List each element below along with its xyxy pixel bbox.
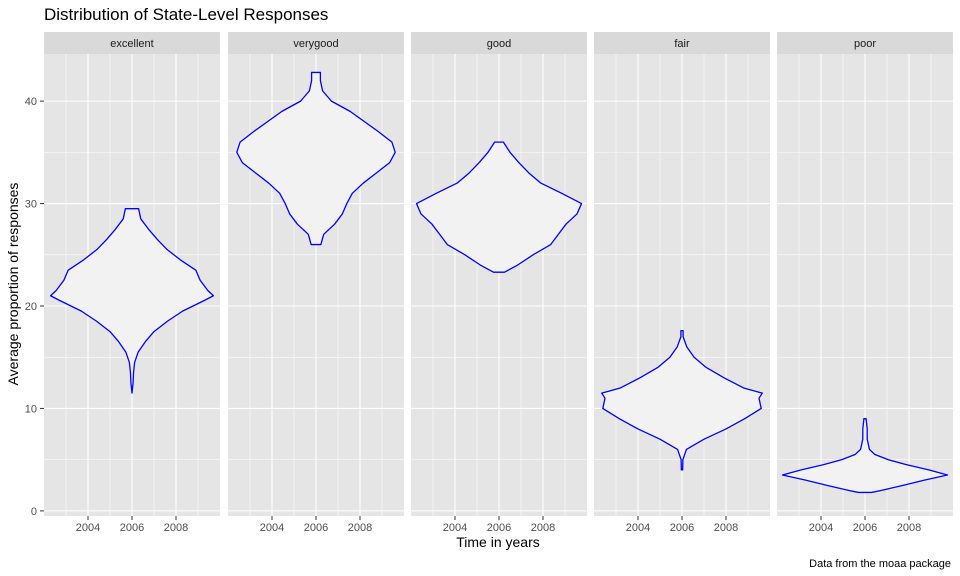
x-tick-label: 2004 <box>76 522 100 534</box>
facet-poor: poor 2004 2006 2008 <box>777 32 953 534</box>
facet-fair: fair 2004 2006 2008 <box>594 32 770 534</box>
y-tick-label: 0 <box>31 506 37 518</box>
y-axis: 0 10 20 30 40 <box>25 96 44 518</box>
facet-strip <box>411 32 587 54</box>
facet-good: good 2004 2006 2008 <box>411 32 587 534</box>
facet-strip <box>777 32 953 54</box>
facet-verygood: verygood 2004 2006 2008 <box>228 32 404 534</box>
facet-strip <box>44 32 220 54</box>
x-tick-label: 2008 <box>164 522 188 534</box>
x-tick-label: 2004 <box>260 522 284 534</box>
facet-panels: excellent 2004 2006 2008 verygood 2004 2006 200… <box>44 32 953 534</box>
facet-strip-label: fair <box>674 38 690 50</box>
x-tick-label: 2004 <box>626 522 650 534</box>
violin-excellent <box>49 208 215 394</box>
y-tick-label: 40 <box>25 96 37 108</box>
y-tick-label: 20 <box>25 301 37 313</box>
x-axis-label: Time in years <box>456 534 540 550</box>
facet-strip-label: verygood <box>293 38 338 50</box>
facet-strip <box>228 32 404 54</box>
x-tick-label: 2004 <box>809 522 833 534</box>
x-tick-label: 2006 <box>853 522 877 534</box>
facet-strip <box>594 32 770 54</box>
violin-poor <box>781 418 949 494</box>
chart-caption: Data from the moaa package <box>809 558 951 570</box>
x-tick-label: 2006 <box>120 522 144 534</box>
violin-good <box>415 141 583 273</box>
x-tick-label: 2008 <box>531 522 555 534</box>
x-tick-label: 2008 <box>714 522 738 534</box>
violin-verygood <box>236 71 396 246</box>
x-tick-label: 2006 <box>670 522 694 534</box>
facet-strip-label: excellent <box>110 38 153 50</box>
x-tick-label: 2008 <box>897 522 921 534</box>
y-axis-label: Average proportion of responses <box>5 183 21 386</box>
violin-fair <box>601 329 763 471</box>
y-tick-label: 30 <box>25 199 37 211</box>
x-tick-label: 2008 <box>348 522 372 534</box>
facet-strip-label: good <box>487 38 511 50</box>
x-tick-label: 2006 <box>487 522 511 534</box>
facet-excellent: excellent 2004 2006 2008 <box>44 32 220 534</box>
x-tick-label: 2004 <box>443 522 467 534</box>
facet-strip-label: poor <box>854 38 876 50</box>
y-tick-label: 10 <box>25 403 37 415</box>
chart-title: Distribution of State-Level Responses <box>44 5 328 24</box>
x-tick-label: 2006 <box>304 522 328 534</box>
